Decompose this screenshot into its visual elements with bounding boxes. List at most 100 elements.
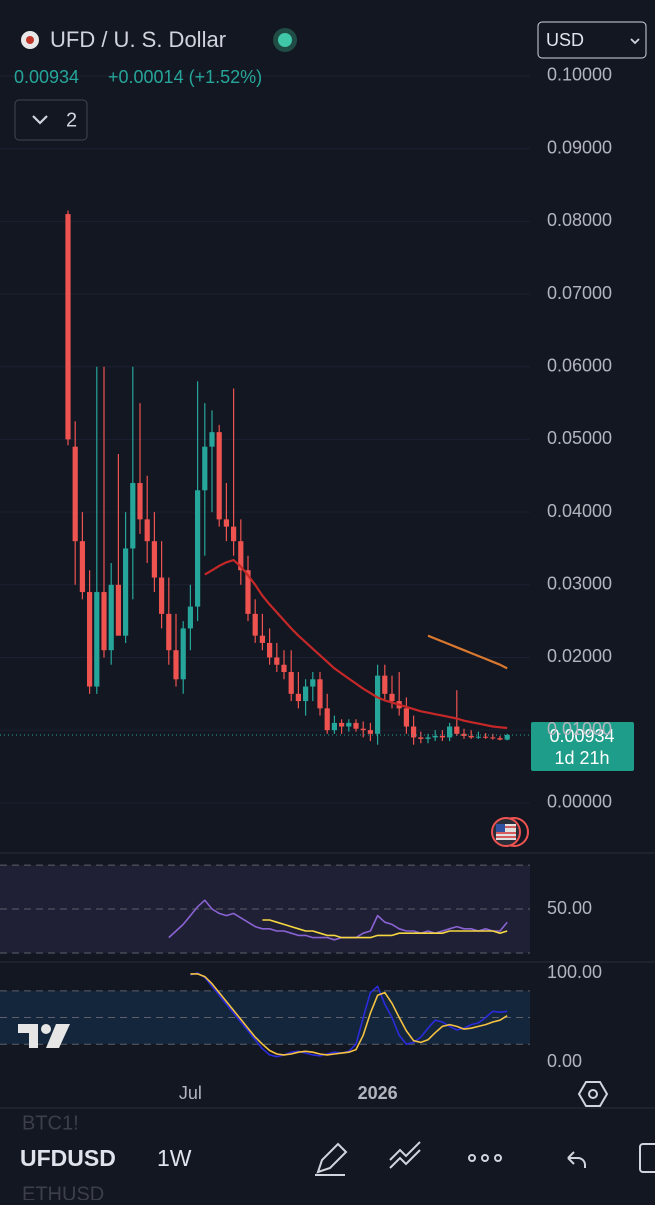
- candle-body: [353, 722, 359, 729]
- candle-body: [504, 734, 510, 740]
- collapse-button[interactable]: 2: [14, 99, 88, 141]
- candle-body: [324, 708, 330, 731]
- candle-body: [475, 736, 481, 738]
- candle-body: [295, 693, 301, 702]
- candle-body: [94, 592, 100, 687]
- logo-part: [46, 1024, 70, 1048]
- tradingview-logo: [18, 1024, 70, 1048]
- collapse-box: [14, 99, 88, 141]
- undo-button[interactable]: [567, 1151, 586, 1168]
- candle-body: [195, 490, 201, 607]
- price-change: +0.00014 (+1.52%): [108, 67, 262, 87]
- logo-part: [18, 1024, 38, 1048]
- candle-body: [115, 584, 121, 636]
- draw-tool[interactable]: [315, 1142, 348, 1176]
- candle-body: [483, 736, 489, 738]
- candle-body: [180, 628, 186, 680]
- price-tag-price: 0.00934: [549, 726, 614, 746]
- logo-part: [41, 1024, 51, 1034]
- settings-core: [588, 1089, 598, 1099]
- candle-body: [497, 738, 503, 740]
- more-dot: [468, 1154, 476, 1162]
- candle-body: [346, 722, 352, 727]
- candle-body: [108, 584, 114, 651]
- flag-red: [496, 826, 516, 838]
- candle-body: [274, 657, 280, 665]
- candle-body: [223, 519, 229, 527]
- watchlist-prev[interactable]: BTC1!: [22, 1112, 79, 1134]
- y-tick-label: 0.00: [547, 1051, 582, 1071]
- candle-body: [367, 730, 373, 734]
- y-tick-label: 0.03000: [547, 574, 612, 594]
- candle-body: [403, 708, 409, 727]
- candle-body: [238, 541, 244, 571]
- x-tick-label: 2026: [358, 1083, 398, 1103]
- candle-body: [468, 735, 474, 738]
- currency-box: [537, 21, 647, 59]
- collapse-count: 2: [66, 109, 77, 131]
- symbol-header[interactable]: UFD / U. S. Dollar: [21, 27, 297, 52]
- candle-body: [166, 613, 172, 651]
- y-tick-label: 0.06000: [547, 355, 612, 375]
- candle-body: [281, 664, 287, 673]
- y-tick-label: 0.08000: [547, 210, 612, 230]
- fullscreen-button[interactable]: [639, 1143, 655, 1173]
- price-tag-countdown: 1d 21h: [554, 748, 609, 768]
- candle-body: [411, 726, 417, 738]
- y-tick-label: 0.09000: [547, 137, 612, 157]
- bottom-symbol[interactable]: UFDUSD: [20, 1145, 116, 1171]
- indicator-line: [427, 634, 508, 670]
- candle-body: [375, 675, 381, 734]
- y-tick-label: 100.00: [547, 962, 602, 982]
- fullscreen-icon: [639, 1143, 655, 1173]
- candle-body: [267, 642, 273, 658]
- candle-body: [310, 679, 316, 687]
- flag-canton: [496, 824, 505, 832]
- candle-body: [216, 432, 222, 520]
- indicators-tool[interactable]: [389, 1141, 421, 1169]
- last-price: 0.00934: [14, 67, 79, 87]
- more-button[interactable]: [468, 1154, 502, 1162]
- y-tick-label: 0.02000: [547, 646, 612, 666]
- more-dot: [494, 1154, 502, 1162]
- candle-body: [159, 577, 165, 614]
- candle-body: [209, 432, 215, 447]
- candle-body: [87, 592, 93, 687]
- candle-body: [490, 737, 496, 739]
- candle-body: [173, 650, 179, 680]
- candle-body: [317, 679, 323, 709]
- candle-body: [418, 737, 424, 739]
- candle-body: [137, 483, 143, 520]
- candle-body: [79, 541, 85, 593]
- settings-button[interactable]: [577, 1081, 609, 1107]
- y-tick-label: 0.00000: [547, 792, 612, 812]
- y-tick-label: 0.04000: [547, 501, 612, 521]
- indicator-line: [204, 559, 508, 730]
- currency-dropdown[interactable]: USD: [537, 21, 647, 59]
- candle-body: [432, 735, 438, 738]
- candle-body: [425, 737, 431, 739]
- y-tick-label: 0.07000: [547, 283, 612, 303]
- status-dot: [278, 33, 292, 47]
- candle-body: [72, 446, 78, 542]
- indicator-line: [262, 919, 508, 939]
- watchlist-next[interactable]: ETHUSD: [22, 1183, 104, 1205]
- currency-chevron: [630, 38, 640, 45]
- bottom-interval[interactable]: 1W: [157, 1145, 192, 1171]
- y-tick-label: 0.05000: [547, 428, 612, 448]
- panes-background: [0, 75, 655, 1045]
- y-tick-label: 0.01000: [547, 719, 612, 739]
- event-flag[interactable]: [491, 817, 529, 847]
- symbol-icon-dot: [26, 36, 34, 44]
- candle-body: [360, 728, 366, 731]
- candle-body: [123, 548, 129, 636]
- symbol-title: UFD / U. S. Dollar: [50, 27, 226, 52]
- candle-body: [447, 726, 453, 738]
- indicator-line: [168, 899, 508, 941]
- candle-body: [439, 735, 445, 738]
- candle-body: [389, 693, 395, 702]
- indicator-line: [190, 973, 508, 1056]
- y-tick-label: 0.10000: [547, 65, 612, 85]
